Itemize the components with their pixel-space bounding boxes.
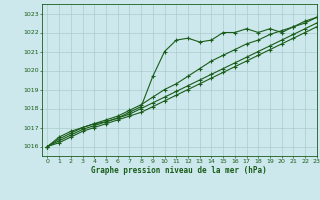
X-axis label: Graphe pression niveau de la mer (hPa): Graphe pression niveau de la mer (hPa) — [91, 166, 267, 175]
